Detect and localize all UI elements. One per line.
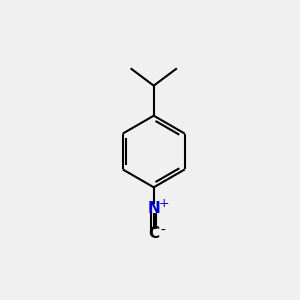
Text: C: C bbox=[148, 226, 159, 241]
Text: +: + bbox=[158, 196, 169, 209]
Text: N: N bbox=[147, 201, 160, 216]
Text: -: - bbox=[160, 224, 165, 238]
